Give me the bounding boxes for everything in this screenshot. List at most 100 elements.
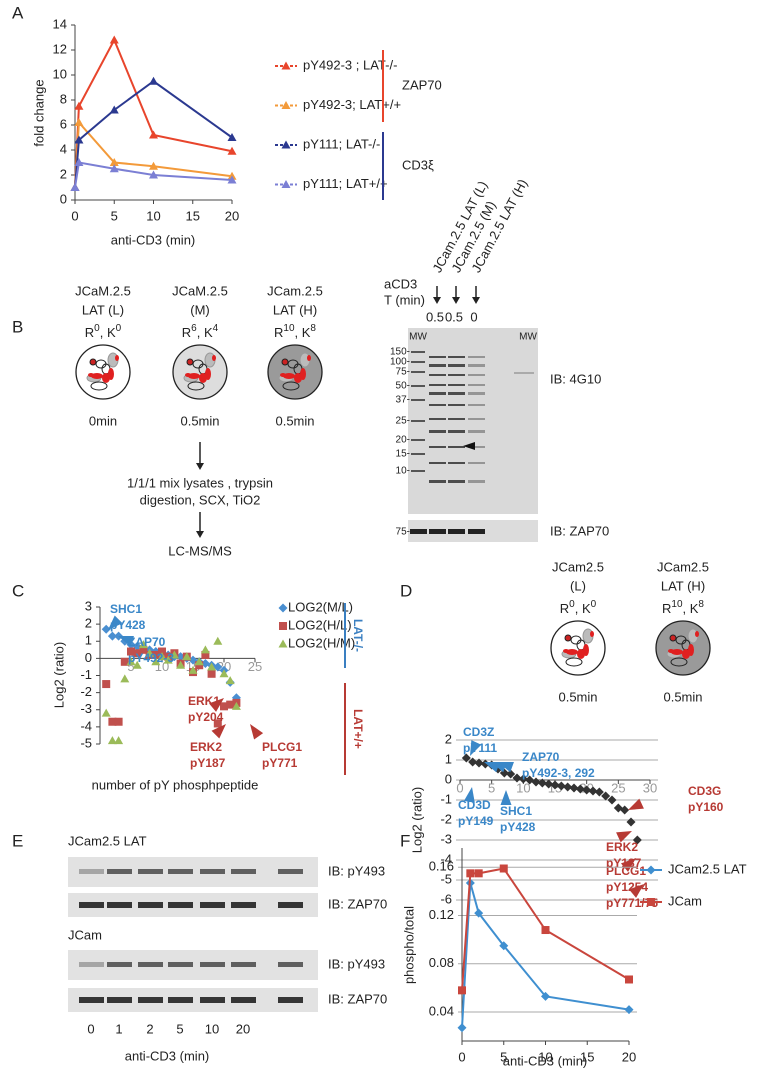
marker (101, 624, 111, 634)
label-part: R (560, 601, 569, 616)
legend-label: pY111; LAT-/- (303, 136, 380, 151)
marker (474, 908, 484, 918)
band (448, 364, 465, 367)
y-tick-label: 10 (53, 66, 67, 81)
y-tick-label: -2 (80, 684, 92, 699)
signal-blob (668, 649, 674, 653)
cell-label: JCam.2.5 (267, 283, 323, 298)
band (168, 962, 193, 967)
annotation: SHC1 (500, 804, 532, 818)
marker (227, 146, 237, 155)
marker (107, 736, 117, 745)
ladder-label: 150- (390, 347, 410, 358)
marker (569, 783, 579, 793)
band (138, 902, 163, 908)
lane-label: 5 (176, 1021, 183, 1036)
marker (151, 650, 160, 659)
y-tick-label: -5 (80, 735, 92, 750)
y-tick-label: -3 (440, 831, 452, 846)
x-tick-label: 5 (111, 208, 118, 223)
ladder-band (411, 453, 425, 455)
signal-blob (188, 373, 200, 379)
annotation: pY771 (262, 756, 298, 770)
x-axis-label: anti-CD3 (min) (503, 1053, 588, 1068)
y-tick-label: 3 (85, 598, 92, 613)
x-tick-label: 15 (186, 208, 200, 223)
y-tick-label: -2 (440, 811, 452, 826)
time-axis-label: T (min) (384, 292, 425, 307)
band (429, 384, 446, 386)
y-tick-label: 0.08 (429, 955, 454, 970)
panel-letter: F (400, 831, 410, 850)
blot (408, 328, 538, 514)
label-part: R (182, 325, 191, 340)
marker (457, 1023, 467, 1033)
y-tick-label: -6 (440, 891, 452, 906)
signal-blob (671, 649, 683, 655)
x-tick-label: 30 (643, 780, 657, 795)
y-tick-label: 8 (60, 91, 67, 106)
superscript: 0 (94, 323, 100, 334)
marker (626, 817, 636, 827)
organelle (89, 358, 97, 366)
organelle (564, 634, 572, 642)
marker (182, 652, 192, 661)
marker (163, 655, 173, 664)
y-tick-label: 1 (85, 633, 92, 648)
signal-blob (283, 373, 295, 379)
marker (541, 926, 550, 935)
band (429, 462, 446, 464)
time-label: 0.5min (558, 689, 597, 704)
ladder-band (411, 385, 425, 387)
superscript: 0 (591, 599, 597, 610)
y-tick-label: 2 (85, 616, 92, 631)
band (448, 384, 465, 386)
label-part: R (274, 325, 283, 340)
annotation: ERK2 (190, 740, 222, 754)
band (168, 869, 193, 874)
marker (537, 778, 547, 788)
y-tick-label: 12 (53, 41, 67, 56)
band (278, 869, 303, 874)
band (448, 418, 465, 420)
marker (594, 787, 604, 797)
band (448, 392, 465, 395)
marker (550, 780, 560, 790)
marker (225, 676, 235, 685)
ladder-band (411, 371, 425, 373)
group-label: ZAP70 (402, 77, 442, 92)
ib-label: IB: pY493 (328, 956, 385, 971)
y-tick-label: -4 (440, 851, 452, 866)
band (107, 997, 132, 1003)
signal-blob (307, 355, 311, 361)
isotope-label: R0, K0 (85, 323, 122, 341)
marker (114, 736, 124, 745)
ladder-label: 75- (396, 367, 410, 378)
signal-blob (185, 373, 191, 377)
lane-label: 20 (236, 1021, 250, 1036)
marker (139, 645, 148, 654)
signal-blob (102, 373, 110, 383)
marker (468, 757, 478, 767)
marker (114, 717, 123, 726)
signal-blob (199, 373, 207, 383)
signal-blob (280, 373, 286, 377)
arrowhead (196, 463, 204, 470)
band (448, 374, 465, 376)
marker (227, 175, 237, 184)
band (231, 902, 256, 908)
ladder-label: 75- (396, 527, 410, 538)
marker (108, 717, 117, 726)
band (468, 529, 485, 534)
legend-label: pY492-3 ; LAT-/- (303, 57, 397, 72)
marker (74, 135, 84, 144)
marker (127, 647, 135, 656)
panel-letter: B (12, 317, 23, 336)
x-tick-label: 25 (248, 659, 262, 674)
marker (120, 674, 130, 683)
label-part: , K (295, 325, 311, 340)
superscript: 6 (191, 323, 197, 334)
band (107, 962, 132, 967)
arrowhead (498, 761, 514, 773)
